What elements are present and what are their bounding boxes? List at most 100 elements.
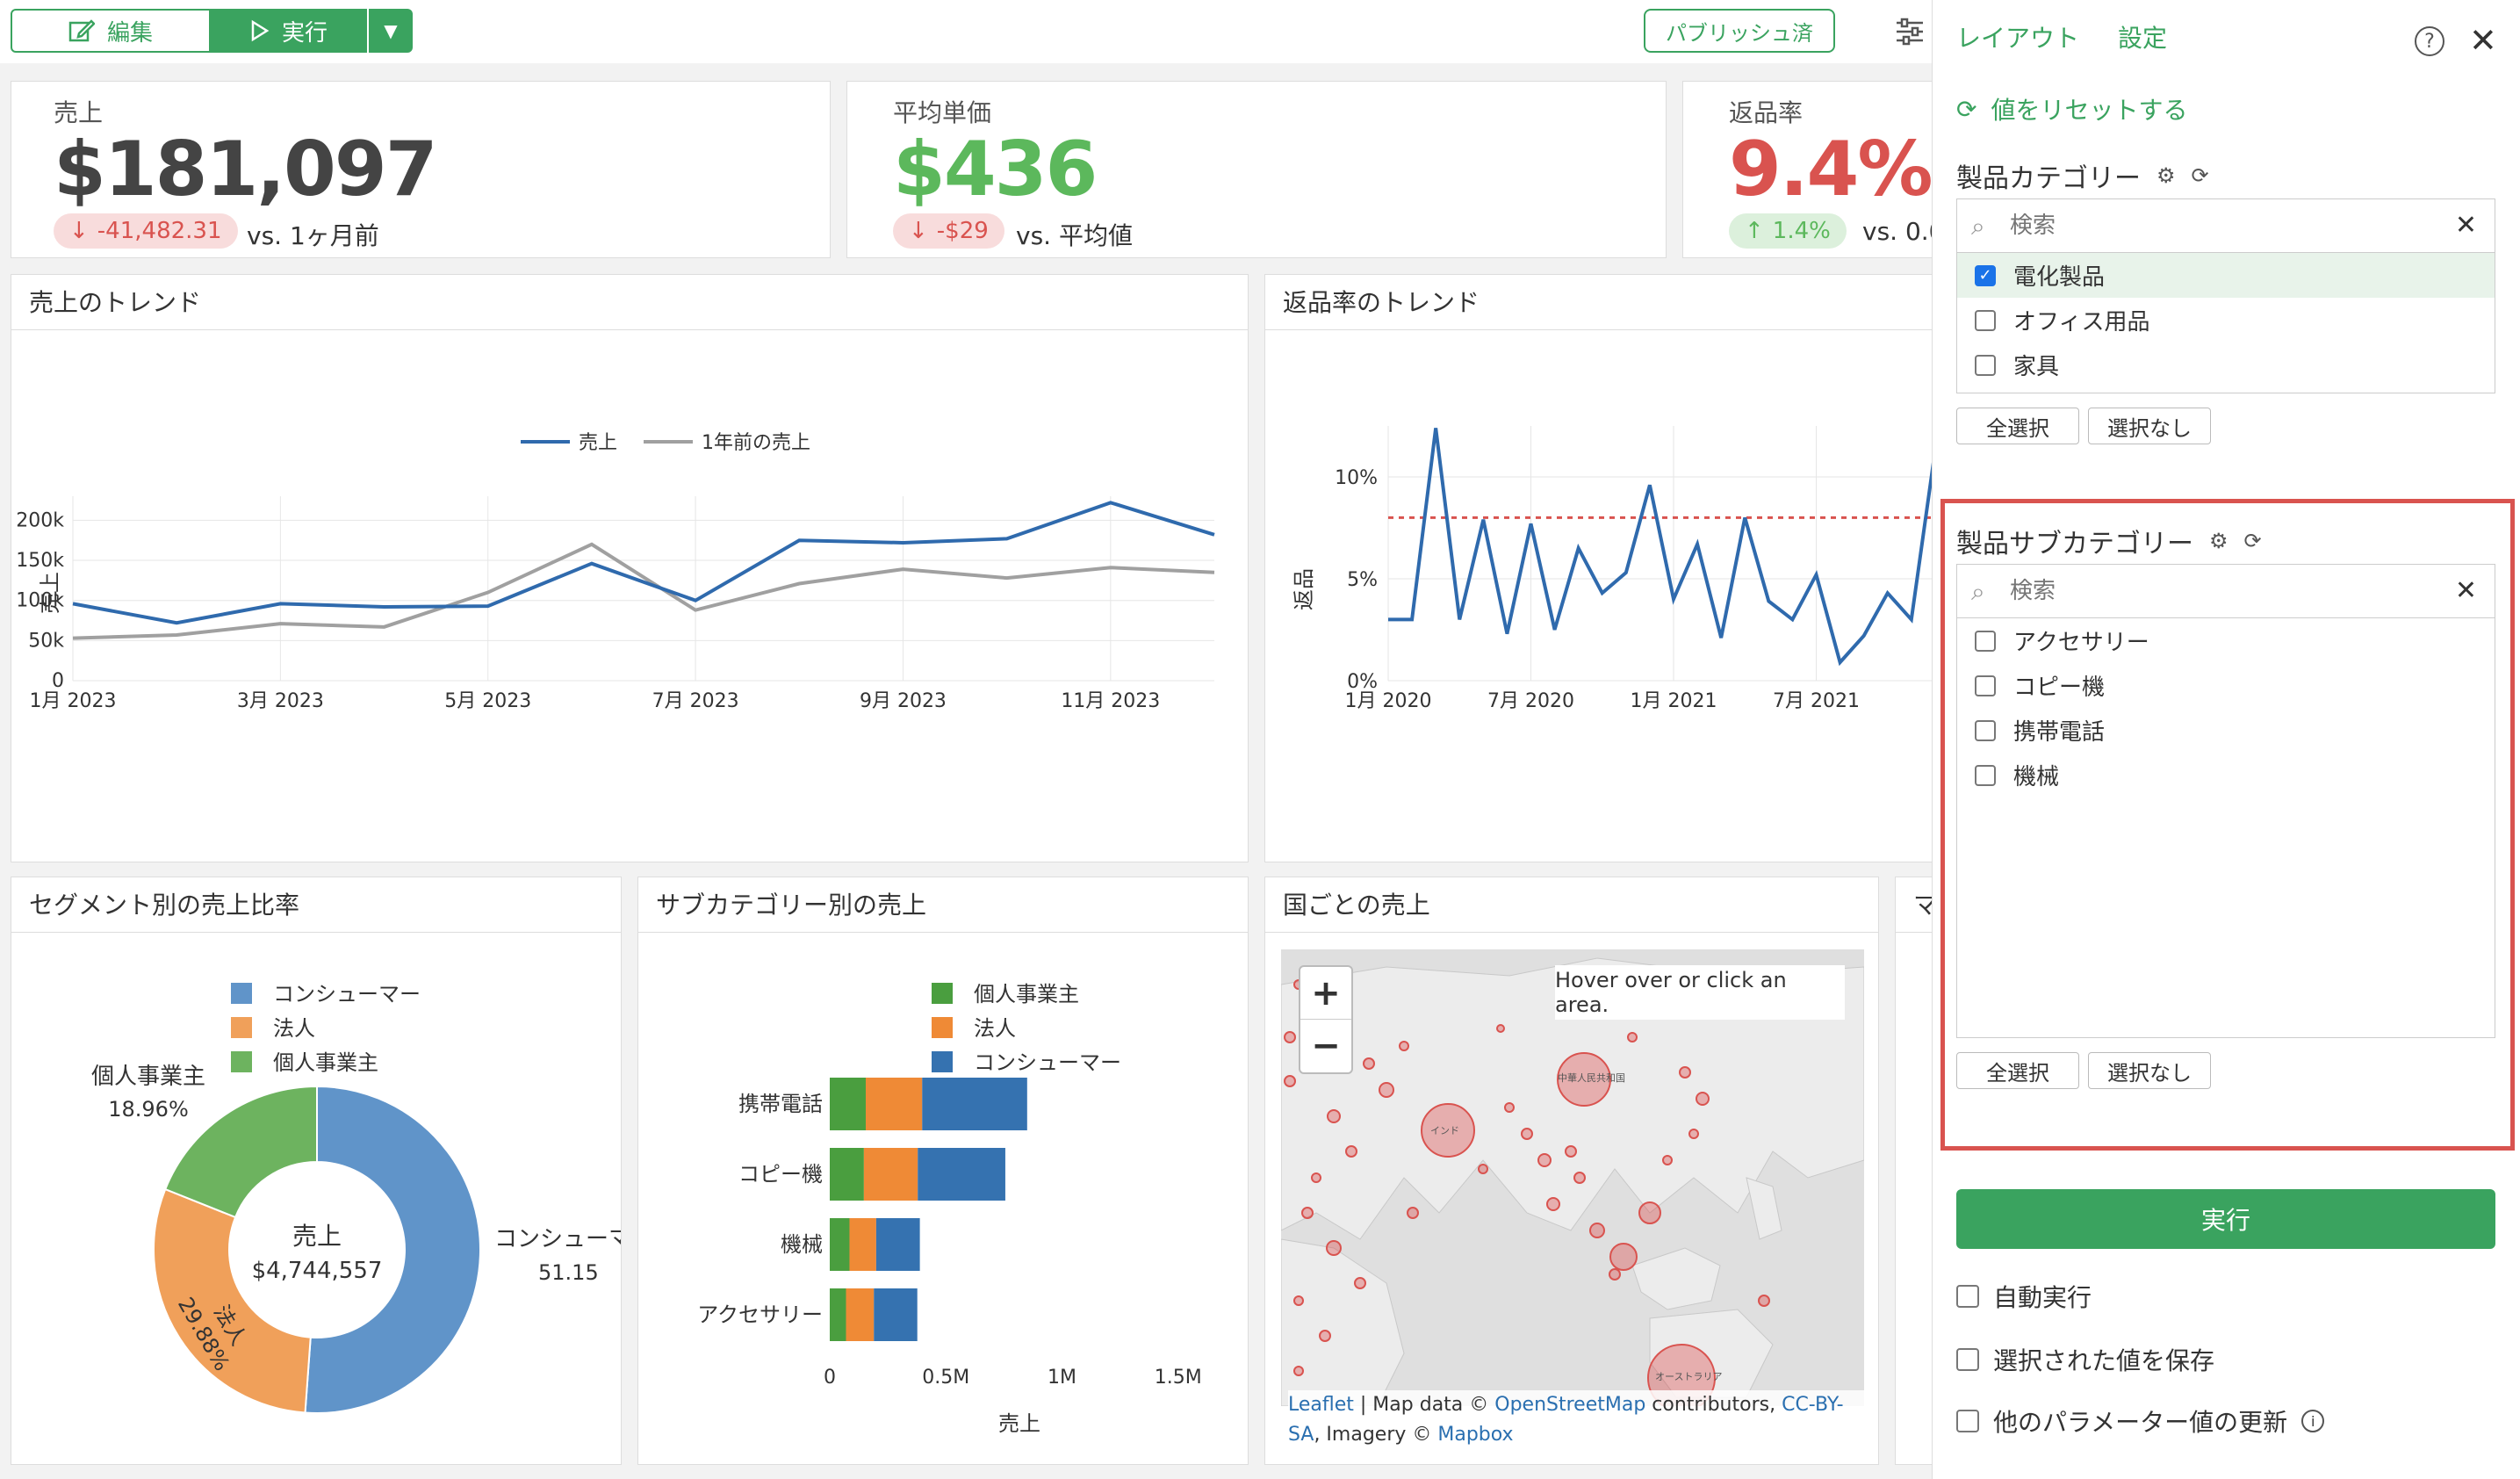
- publish-button[interactable]: パブリッシュ済: [1644, 9, 1835, 53]
- legend-label: 個人事業主: [273, 1050, 378, 1075]
- checkbox[interactable]: [1975, 309, 1996, 331]
- subcategory-select-all-button[interactable]: 全選択: [1956, 1052, 2079, 1089]
- category-label: 機械: [781, 1232, 823, 1257]
- divider: [11, 932, 621, 933]
- info-icon[interactable]: i: [2301, 1410, 2325, 1432]
- map-label: オーストラリア: [1655, 1371, 1722, 1382]
- y-tick-label: 200k: [16, 509, 64, 531]
- map-label: 中華人民共和国: [1558, 1072, 1625, 1084]
- divider: [638, 932, 1248, 933]
- caret-down-icon: ▼: [384, 20, 398, 41]
- sliders-icon[interactable]: [1895, 16, 1925, 47]
- update-other-params-option[interactable]: 他のパラメーター値の更新 i: [1956, 1403, 2325, 1439]
- panel-title: 売上のトレンド: [29, 288, 202, 317]
- zoom-in-button[interactable]: +: [1300, 967, 1351, 1020]
- option-label: コピー機: [2013, 675, 2106, 701]
- legend-swatch: [231, 1051, 252, 1072]
- search-icon: ⌕: [1971, 577, 1985, 606]
- option-copiers[interactable]: コピー機: [1957, 663, 2495, 708]
- osm-link[interactable]: OpenStreetMap: [1494, 1394, 1646, 1416]
- tab-layout[interactable]: レイアウト: [1956, 24, 2080, 53]
- series-line: [72, 501, 1215, 625]
- tab-settings[interactable]: 設定: [2118, 24, 2168, 53]
- leaflet-link[interactable]: Leaflet: [1288, 1394, 1354, 1416]
- checkbox[interactable]: [1975, 630, 1996, 652]
- option-machines[interactable]: 機械: [1957, 753, 2495, 797]
- category-search-input[interactable]: [2010, 210, 2431, 242]
- donut-slice: [304, 1085, 482, 1414]
- gear-icon[interactable]: ⚙: [2209, 529, 2228, 553]
- checkbox[interactable]: [1975, 675, 1996, 696]
- bar-segment: [865, 1078, 923, 1130]
- y-tick-label: 0%: [1347, 671, 1378, 693]
- option-label: 機械: [2013, 764, 2060, 790]
- checkbox[interactable]: [1956, 1410, 1979, 1432]
- option-electronics[interactable]: ✓ 電化製品: [1957, 253, 2495, 298]
- subcategory-options: アクセサリー コピー機 携帯電話 機械: [1956, 618, 2495, 1038]
- zoom-out-button[interactable]: −: [1311, 1026, 1341, 1066]
- filter-category-title: 製品カテゴリー ⚙ ⟳: [1956, 156, 2209, 195]
- gear-icon[interactable]: ⚙: [2156, 163, 2176, 188]
- clear-icon[interactable]: ✕: [2454, 210, 2477, 241]
- legend-label: 法人: [273, 1016, 315, 1041]
- checkbox[interactable]: [1975, 354, 1996, 376]
- run-dropdown-button[interactable]: ▼: [369, 9, 413, 53]
- map-hover-info: Hover over or click an area.: [1555, 965, 1845, 1020]
- auto-run-label: 自動実行: [1993, 1283, 2092, 1312]
- run-button[interactable]: 実行: [1956, 1189, 2495, 1249]
- ccbysa-link[interactable]: CC-BY-SA: [1288, 1394, 1844, 1446]
- donut-center-label: 売上: [292, 1222, 342, 1251]
- x-tick-label: 9月 2023: [860, 690, 947, 712]
- bar-segment: [875, 1218, 920, 1271]
- mapbox-link[interactable]: Mapbox: [1437, 1424, 1514, 1446]
- filter-subcategory-title: 製品サブカテゴリー ⚙ ⟳: [1956, 522, 2262, 560]
- refresh-icon[interactable]: ⟳: [2191, 163, 2209, 188]
- subcategory-select-none-button[interactable]: 選択なし: [2088, 1052, 2211, 1089]
- auto-run-option[interactable]: 自動実行: [1956, 1279, 2092, 1314]
- kpi-card-sales: 売上 $181,097 ↓ -41,482.31 vs. 1ヶ月前: [11, 81, 831, 258]
- bar-segment: [863, 1148, 918, 1201]
- kpi-value: 9.4%: [1729, 126, 1933, 213]
- option-accessories[interactable]: アクセサリー: [1957, 618, 2495, 663]
- kpi-compare: vs. 1ヶ月前: [247, 221, 379, 250]
- legend-swatch: [231, 983, 252, 1004]
- option-furniture[interactable]: 家具: [1957, 343, 2495, 387]
- checkbox[interactable]: [1975, 719, 1996, 741]
- x-tick-label: 1M: [1048, 1367, 1076, 1389]
- option-office-supplies[interactable]: オフィス用品: [1957, 298, 2495, 343]
- option-phones[interactable]: 携帯電話: [1957, 708, 2495, 753]
- close-icon[interactable]: ✕: [2469, 21, 2497, 60]
- panel-title: セグメント別の売上比率: [29, 891, 300, 920]
- category-select-none-button[interactable]: 選択なし: [2088, 408, 2211, 444]
- kpi-value: $181,097: [54, 126, 438, 213]
- save-selected-label: 選択された値を保存: [1993, 1346, 2215, 1375]
- checkbox[interactable]: [1956, 1348, 1979, 1371]
- subcategory-search-input[interactable]: [2010, 575, 2431, 607]
- segment-donut-chart: コンシューマー法人個人事業主売上$4,744,557コンシューマー51.15個人…: [91, 982, 621, 1414]
- help-icon[interactable]: ?: [2415, 26, 2444, 56]
- arrow-down-icon: ↓: [909, 218, 928, 244]
- edit-icon: [68, 19, 95, 42]
- reset-values-link[interactable]: ⟳ 値をリセットする: [1956, 91, 2187, 126]
- clear-icon[interactable]: ✕: [2454, 575, 2477, 606]
- save-selected-option[interactable]: 選択された値を保存: [1956, 1342, 2214, 1377]
- kpi-label: 返品率: [1729, 98, 1804, 127]
- refresh-icon[interactable]: ⟳: [2243, 529, 2262, 553]
- kpi-card-return-rate: 返品率 9.4% ↑ 1.4% vs. 0.0: [1682, 81, 2034, 258]
- category-select-all-button[interactable]: 全選択: [1956, 408, 2079, 444]
- map-layer: インド 中華人民共和国 オーストラリア: [1281, 957, 1864, 1406]
- run-button-top[interactable]: 実行: [211, 9, 367, 53]
- checkbox-checked[interactable]: ✓: [1975, 264, 1996, 286]
- x-tick-label: 1.5M: [1155, 1367, 1202, 1389]
- checkbox[interactable]: [1956, 1285, 1979, 1308]
- bar-segment: [830, 1078, 866, 1130]
- checkbox[interactable]: [1975, 764, 1996, 786]
- y-axis-label: 売上: [38, 572, 62, 614]
- edit-button[interactable]: 編集: [11, 9, 211, 53]
- highlight-frame: [1940, 499, 2515, 1151]
- arrow-up-icon: ↑: [1745, 218, 1764, 244]
- x-tick-label: 3月 2023: [237, 690, 324, 712]
- panel-sales-trend: 売上のトレンド 0 50k 100k 150k 200k 1月 2023 3月 2023 5月…: [11, 274, 1249, 862]
- map-canvas[interactable]: インド 中華人民共和国 オーストラリア: [1281, 949, 1864, 1406]
